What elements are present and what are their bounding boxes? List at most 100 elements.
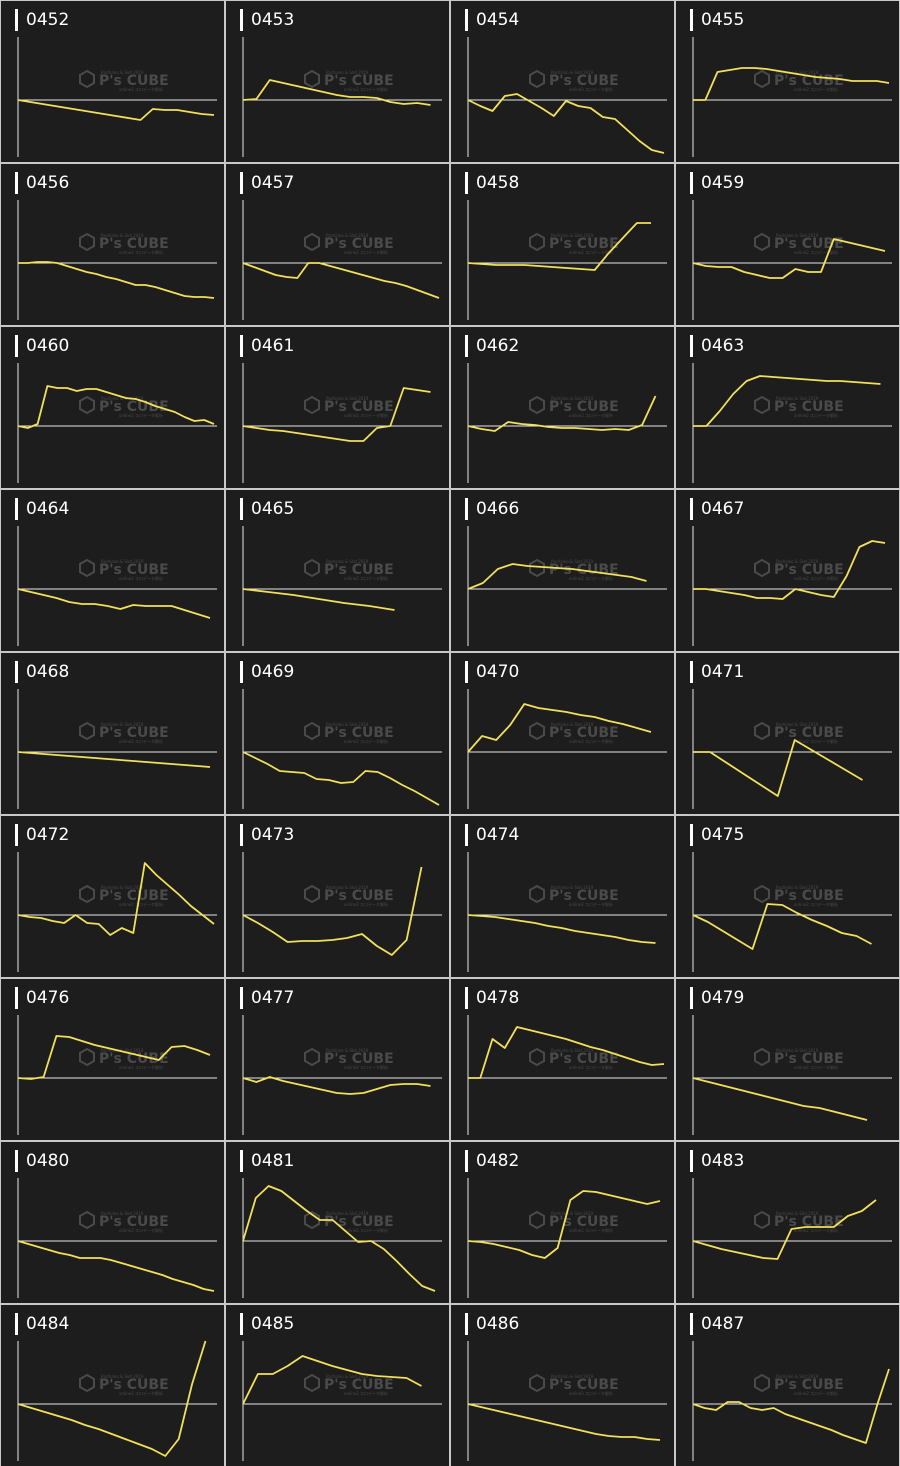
chart-cell[interactable]: 0485 Pachinko & Slot 2019 P's CUBE online2 … xyxy=(226,1305,449,1466)
series-line xyxy=(693,375,881,427)
watermark-top-text: Pachinko & Slot 2019 xyxy=(776,70,819,75)
cube-icon xyxy=(79,232,95,252)
cube-icon xyxy=(754,558,770,578)
chart-cell[interactable]: 0482 Pachinko & Slot 2019 P's CUBE online2 … xyxy=(451,1142,674,1303)
chart-cell[interactable]: 0476 Pachinko & Slot 2019 P's CUBE online2 … xyxy=(1,979,224,1140)
watermark-top-text: Pachinko & Slot 2019 xyxy=(551,559,594,564)
chart-cell[interactable]: 0455 Pachinko & Slot 2019 P's CUBE online2 … xyxy=(676,1,899,162)
chart-cell[interactable]: 0478 Pachinko & Slot 2019 P's CUBE online2 … xyxy=(451,979,674,1140)
chart-cell[interactable]: 0477 Pachinko & Slot 2019 P's CUBE online2 … xyxy=(226,979,449,1140)
machine-number-label: 0460 xyxy=(15,335,69,357)
chart-cell[interactable]: 0471 Pachinko & Slot 2019 P's CUBE online2 … xyxy=(676,653,899,814)
watermark-brand: P's CUBE xyxy=(774,236,844,252)
chart-cell[interactable]: 0479 Pachinko & Slot 2019 P's CUBE online2 … xyxy=(676,979,899,1140)
series-line xyxy=(242,387,431,442)
chart-cell[interactable]: 0458 Pachinko & Slot 2019 P's CUBE online2 … xyxy=(451,164,674,325)
machine-number-label: 0457 xyxy=(240,172,294,194)
chart-cell[interactable]: 0462 Pachinko & Slot 2019 P's CUBE online2 … xyxy=(451,327,674,488)
chart-cell[interactable]: 0456 Pachinko & Slot 2019 P's CUBE online2 … xyxy=(1,164,224,325)
chart-cell[interactable]: 0487 Pachinko & Slot 2019 P's CUBE online2 … xyxy=(676,1305,899,1466)
watermark-top-text: Pachinko & Slot 2019 xyxy=(101,1211,144,1216)
watermark-brand: P's CUBE xyxy=(774,562,844,578)
series-line xyxy=(693,739,863,797)
machine-number-label: 0454 xyxy=(465,9,519,31)
machine-number-label: 0466 xyxy=(465,498,519,520)
chart-cell[interactable]: 0467 Pachinko & Slot 2019 P's CUBE online2 … xyxy=(676,490,899,651)
watermark-top-text: Pachinko & Slot 2019 xyxy=(776,1211,819,1216)
watermark-top-text: Pachinko & Slot 2019 xyxy=(551,1211,594,1216)
chart-cell[interactable]: 0454 Pachinko & Slot 2019 P's CUBE online2 … xyxy=(451,1,674,162)
machine-number-label: 0483 xyxy=(690,1150,744,1172)
watermark-top-text: Pachinko & Slot 2019 xyxy=(326,559,369,564)
watermark-bottom-text: online2 スロデータ解析 xyxy=(794,738,838,744)
series-line xyxy=(242,1185,436,1292)
chart-cell[interactable]: 0486 Pachinko & Slot 2019 P's CUBE online2 … xyxy=(451,1305,674,1466)
cube-icon xyxy=(304,395,320,415)
chart-cell[interactable]: 0483 Pachinko & Slot 2019 P's CUBE online2 … xyxy=(676,1142,899,1303)
chart-cell[interactable]: 0460 Pachinko & Slot 2019 P's CUBE online2 … xyxy=(1,327,224,488)
machine-number-label: 0473 xyxy=(240,824,294,846)
chart-cell[interactable]: 0465 Pachinko & Slot 2019 P's CUBE online2 … xyxy=(226,490,449,651)
series-line xyxy=(242,79,431,106)
series-line xyxy=(18,261,215,299)
watermark-top-text: Pachinko & Slot 2019 xyxy=(776,885,819,890)
machine-number-label: 0471 xyxy=(690,661,744,683)
series-line xyxy=(17,1240,215,1292)
chart-cell[interactable]: 0470 Pachinko & Slot 2019 P's CUBE online2 … xyxy=(451,653,674,814)
chart-cell[interactable]: 0481 Pachinko & Slot 2019 P's CUBE online2 … xyxy=(226,1142,449,1303)
chart-cell[interactable]: 0475 Pachinko & Slot 2019 P's CUBE online2 … xyxy=(676,816,899,977)
series-line xyxy=(467,1403,661,1441)
watermark-bottom-text: online2 スロデータ解析 xyxy=(794,575,838,581)
chart-cell[interactable]: 0464 Pachinko & Slot 2019 P's CUBE online2 … xyxy=(1,490,224,651)
chart-cell[interactable]: 0466 Pachinko & Slot 2019 P's CUBE online2 … xyxy=(451,490,674,651)
chart-cell[interactable]: 0484 Pachinko & Slot 2019 P's CUBE online2 … xyxy=(1,1305,224,1466)
watermark-top-text: Pachinko & Slot 2019 xyxy=(101,559,144,564)
machine-number-label: 0479 xyxy=(690,987,744,1009)
series-line xyxy=(467,1190,661,1259)
watermark-top-text: Pachinko & Slot 2019 xyxy=(551,70,594,75)
series-line xyxy=(692,1199,877,1260)
chart-cell[interactable]: 0452 Pachinko & Slot 2019 P's CUBE online2 … xyxy=(1,1,224,162)
chart-cell[interactable]: 0453 Pachinko & Slot 2019 P's CUBE online2 … xyxy=(226,1,449,162)
watermark-brand: P's CUBE xyxy=(549,73,619,89)
machine-number-label: 0463 xyxy=(690,335,744,357)
series-line xyxy=(693,540,886,600)
chart-cell[interactable]: 0461 Pachinko & Slot 2019 P's CUBE online2 … xyxy=(226,327,449,488)
cube-icon xyxy=(754,395,770,415)
watermark-brand: P's CUBE xyxy=(99,399,169,415)
chart-cell[interactable]: 0459 Pachinko & Slot 2019 P's CUBE online2 … xyxy=(676,164,899,325)
chart-cell[interactable]: 0457 Pachinko & Slot 2019 P's CUBE online2 … xyxy=(226,164,449,325)
watermark-bottom-text: online2 スロデータ解析 xyxy=(794,249,838,255)
series-line xyxy=(242,588,395,611)
watermark-top-text: Pachinko & Slot 2019 xyxy=(101,885,144,890)
watermark-brand: P's CUBE xyxy=(324,236,394,252)
chart-cell[interactable]: 0480 Pachinko & Slot 2019 P's CUBE online2 … xyxy=(1,1142,224,1303)
chart-cell[interactable]: 0472 Pachinko & Slot 2019 P's CUBE online2 … xyxy=(1,816,224,977)
machine-number-label: 0469 xyxy=(240,661,294,683)
watermark-bottom-text: online2 スロデータ解析 xyxy=(569,738,613,744)
chart-cell[interactable]: 0469 Pachinko & Slot 2019 P's CUBE online2 … xyxy=(226,653,449,814)
series-line xyxy=(467,93,665,154)
cube-icon xyxy=(79,721,95,741)
watermark-bottom-text: online2 スロデータ解析 xyxy=(569,1390,613,1396)
watermark-top-text: Pachinko & Slot 2019 xyxy=(326,1374,369,1379)
cube-icon xyxy=(529,558,545,578)
series-line xyxy=(692,238,886,279)
chart-cell[interactable]: 0474 Pachinko & Slot 2019 P's CUBE online2 … xyxy=(451,816,674,977)
chart-cell[interactable]: 0473 Pachinko & Slot 2019 P's CUBE online2 … xyxy=(226,816,449,977)
chart-cell[interactable]: 0463 Pachinko & Slot 2019 P's CUBE online2 … xyxy=(676,327,899,488)
chart-cell[interactable]: 0468 Pachinko & Slot 2019 P's CUBE online2 … xyxy=(1,653,224,814)
watermark-brand: P's CUBE xyxy=(774,1377,844,1393)
